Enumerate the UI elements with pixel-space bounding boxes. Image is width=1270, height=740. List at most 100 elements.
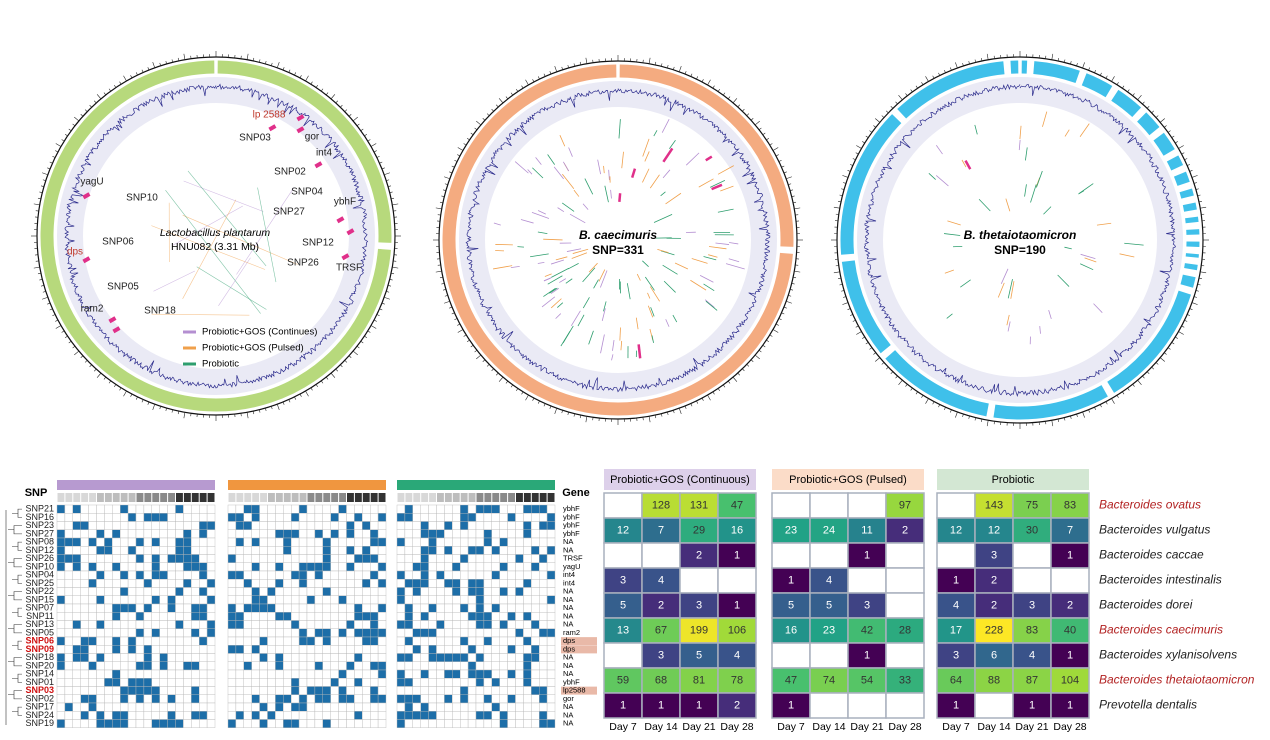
snp-cell bbox=[81, 604, 89, 612]
scale-tick bbox=[457, 324, 460, 325]
species-label: Bacteroides caecimuris bbox=[1099, 623, 1223, 637]
scale-tick bbox=[483, 118, 485, 120]
snp-cell bbox=[81, 588, 89, 596]
cell-value: 1 bbox=[658, 699, 664, 711]
snp-cell bbox=[89, 604, 97, 612]
snp-cell bbox=[81, 505, 89, 513]
cell-value: 1 bbox=[864, 549, 870, 561]
snp-cell bbox=[452, 703, 460, 711]
snp-cell bbox=[452, 546, 460, 554]
snp-cell bbox=[516, 522, 524, 530]
snp-cell bbox=[65, 612, 73, 620]
snp-cell bbox=[191, 546, 199, 554]
snp-cell bbox=[136, 637, 144, 645]
snp-cell bbox=[81, 670, 89, 678]
snp-cell bbox=[347, 505, 355, 513]
scale-tick bbox=[475, 350, 477, 352]
scale-tick bbox=[55, 320, 58, 321]
snp-cell bbox=[523, 687, 531, 695]
snp-cell bbox=[492, 538, 500, 546]
snp-cell bbox=[437, 670, 445, 678]
snp-cell bbox=[547, 720, 555, 728]
snp-cell bbox=[468, 711, 476, 719]
snp-cell bbox=[183, 711, 191, 719]
snp-cell bbox=[128, 546, 136, 554]
snp-cell bbox=[354, 555, 362, 563]
snp-cell bbox=[476, 579, 484, 587]
cell-value: 1 bbox=[864, 649, 870, 661]
snp-cell bbox=[57, 604, 65, 612]
snp-cell bbox=[160, 645, 168, 653]
snp-cell bbox=[523, 513, 531, 521]
snp-cell bbox=[370, 670, 378, 678]
snp-cell bbox=[65, 522, 73, 530]
snp-cell bbox=[275, 678, 283, 686]
snp-cell bbox=[405, 687, 413, 695]
snp-cell bbox=[370, 645, 378, 653]
snp-cell bbox=[362, 629, 370, 637]
snp-cell bbox=[128, 670, 136, 678]
genome-ring bbox=[1189, 204, 1190, 211]
snp-cell bbox=[199, 662, 207, 670]
snp-cell bbox=[547, 555, 555, 563]
snp-cell bbox=[191, 637, 199, 645]
snp-cell bbox=[128, 662, 136, 670]
cell-value: 23 bbox=[785, 524, 797, 536]
snp-cell bbox=[183, 645, 191, 653]
snp-cell bbox=[523, 555, 531, 563]
snp-cell bbox=[307, 720, 315, 728]
cell-value: 23 bbox=[823, 624, 835, 636]
snp-cell bbox=[57, 670, 65, 678]
snp-cell bbox=[283, 637, 291, 645]
snp-cell bbox=[444, 678, 452, 686]
snp-cell bbox=[97, 505, 105, 513]
day-label: Day 7 bbox=[942, 721, 970, 733]
snp-cell bbox=[65, 555, 73, 563]
snp-cell bbox=[437, 513, 445, 521]
snp-cell bbox=[275, 538, 283, 546]
snp-cell bbox=[315, 645, 323, 653]
genome-ring bbox=[1186, 190, 1188, 197]
snp-cell bbox=[523, 670, 531, 678]
snp-cell bbox=[539, 530, 547, 538]
scale-tick bbox=[841, 189, 844, 190]
snp-cell bbox=[183, 678, 191, 686]
snp-cell bbox=[370, 654, 378, 662]
snp-cell bbox=[299, 563, 307, 571]
snp-cell bbox=[323, 711, 331, 719]
snp-cell bbox=[128, 637, 136, 645]
scale-tick bbox=[384, 173, 390, 175]
snp-cell bbox=[207, 546, 215, 554]
snp-cell bbox=[207, 703, 215, 711]
scale-tick bbox=[763, 133, 765, 135]
time-square bbox=[65, 493, 72, 502]
snp-cell bbox=[429, 505, 437, 513]
dendrogram bbox=[8, 559, 22, 567]
snp-cell bbox=[484, 563, 492, 571]
snp-cell bbox=[444, 579, 452, 587]
snp-cell bbox=[89, 695, 97, 703]
snp-cell bbox=[236, 695, 244, 703]
snp-cell bbox=[378, 571, 386, 579]
scale-tick bbox=[944, 70, 945, 73]
scale-tick bbox=[277, 62, 279, 68]
scale-tick bbox=[533, 398, 534, 401]
snp-cell bbox=[144, 645, 152, 653]
snp-cell bbox=[484, 546, 492, 554]
snp-cell bbox=[523, 563, 531, 571]
time-square bbox=[152, 493, 159, 502]
snp-cell bbox=[354, 571, 362, 579]
snp-cell bbox=[299, 571, 307, 579]
snp-cell bbox=[236, 612, 244, 620]
snp-cell bbox=[508, 662, 516, 670]
snp-cell bbox=[484, 720, 492, 728]
scale-tick bbox=[723, 93, 725, 95]
snp-cell bbox=[444, 596, 452, 604]
snp-cell bbox=[112, 538, 120, 546]
time-square bbox=[445, 493, 452, 502]
snp-cell bbox=[191, 621, 199, 629]
snp-cell bbox=[421, 662, 429, 670]
snp-cell bbox=[65, 538, 73, 546]
snp-cell bbox=[429, 513, 437, 521]
snp-cell bbox=[183, 596, 191, 604]
